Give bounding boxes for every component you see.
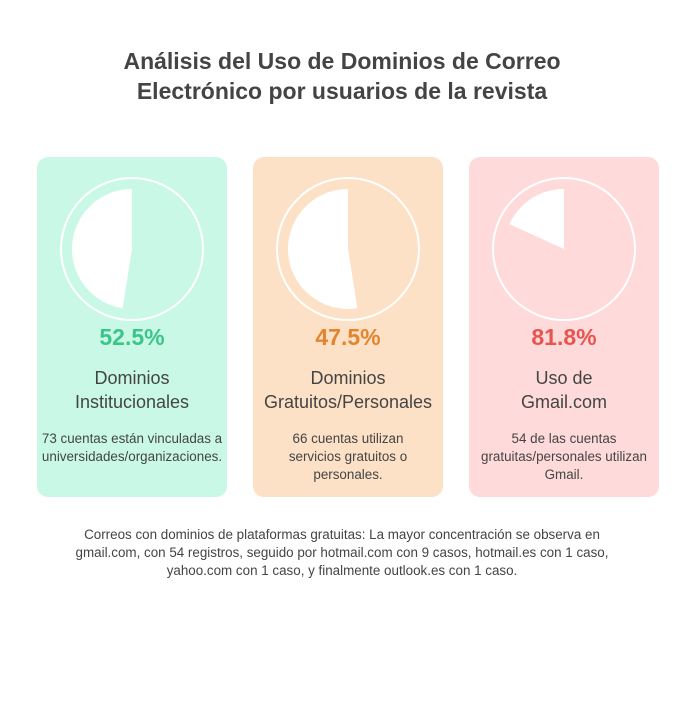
card-label-line: Dominios [94, 368, 170, 388]
footer-line: gmail.com, con 54 registros, seguido por… [75, 545, 609, 560]
card-label-line: Gratuitos/Personales [263, 392, 433, 412]
pie-chart-institucionales [60, 177, 204, 321]
pie-slice-value [509, 189, 564, 249]
card-description: 54 de las cuentas gratuitas/personales u… [469, 430, 659, 484]
footer-line: Correos con dominios de plataformas grat… [84, 527, 600, 542]
card-institucionales: 52.5% Dominios Institucionales 73 cuenta… [37, 157, 227, 497]
card-label-line: Dominios [310, 368, 386, 388]
pie-chart-gratuitos [276, 177, 420, 321]
chart-title: Análisis del Uso de Dominios de Correo E… [0, 46, 684, 106]
percent-value: 52.5% [99, 324, 165, 350]
card-description-line: Gmail. [544, 467, 584, 482]
card-label: Uso de Gmail.com [469, 366, 659, 414]
footer-line: yahoo.com con 1 caso, y finalmente outlo… [166, 563, 518, 578]
title-line-2: Electrónico por usuarios de la revista [136, 78, 548, 104]
pie-slice-value [72, 189, 132, 309]
percent-value: 81.8% [531, 324, 597, 350]
card-description-line: gratuitas/personales utilizan [481, 449, 647, 464]
card-description-line: 54 de las cuentas [511, 431, 617, 446]
pie-chart-gmail [492, 177, 636, 321]
card-description: 66 cuentas utilizan servicios gratuitos … [253, 430, 443, 484]
card-gratuitos: 47.5% Dominios Gratuitos/Personales 66 c… [253, 157, 443, 497]
card-label: Dominios Institucionales [37, 366, 227, 414]
card-description-line: servicios gratuitos o [288, 449, 408, 464]
card-description-line: 66 cuentas utilizan [292, 431, 404, 446]
card-label-line: Institucionales [74, 392, 190, 412]
title-line-1: Análisis del Uso de Dominios de Correo [123, 48, 561, 74]
card-label-line: Uso de [535, 368, 593, 388]
pie-outer-ring [492, 177, 636, 321]
footer-note: Correos con dominios de plataformas grat… [0, 526, 684, 580]
card-description-line: 73 cuentas están vinculadas a [41, 431, 223, 446]
card-label: Dominios Gratuitos/Personales [253, 366, 443, 414]
card-gmail: 81.8% Uso de Gmail.com 54 de las cuentas… [469, 157, 659, 497]
pie-outer-ring [276, 177, 420, 321]
card-label-line: Gmail.com [520, 392, 607, 412]
card-description-line: personales. [313, 467, 383, 482]
pie-slice-value [287, 189, 358, 309]
card-description-line: universidades/organizaciones. [41, 449, 223, 464]
percent-value: 47.5% [315, 324, 381, 350]
card-description: 73 cuentas están vinculadas a universida… [37, 430, 227, 466]
pie-outer-ring [60, 177, 204, 321]
